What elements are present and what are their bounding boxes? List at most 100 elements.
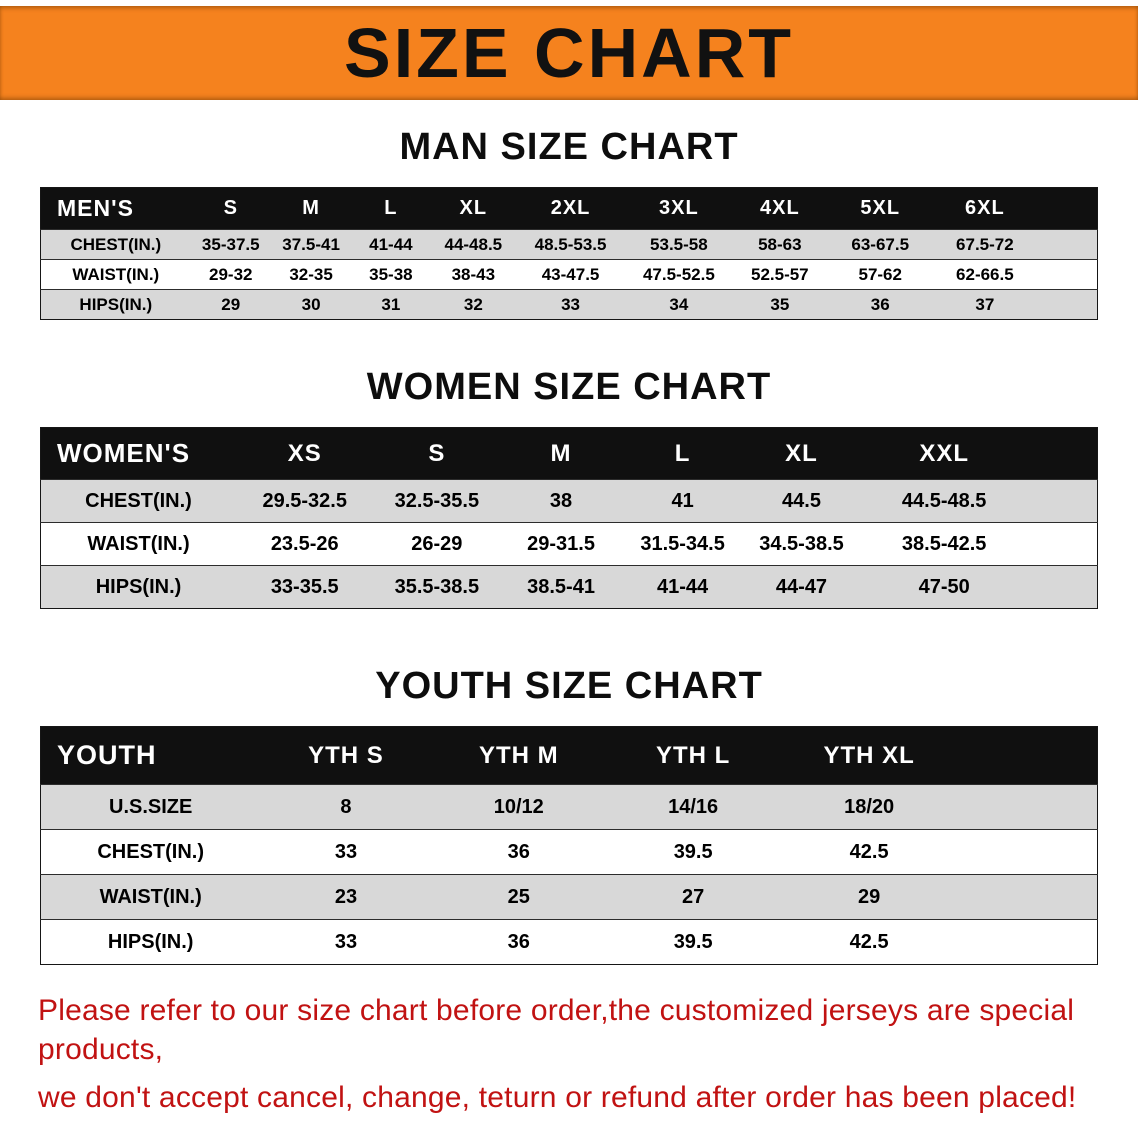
size-value: 44-48.5	[430, 229, 517, 260]
size-value: 33-35.5	[236, 565, 374, 609]
size-value: 44.5-48.5	[859, 479, 1029, 523]
spacer-cell	[1028, 522, 1098, 566]
row-label: CHEST(IN.)	[40, 479, 237, 523]
row-label: CHEST(IN.)	[40, 229, 191, 260]
size-value: 18/20	[780, 784, 958, 830]
women-measure-row: CHEST(IN.) 29.5-32.5 32.5-35.5 38 41 44.5 44.5…	[40, 479, 1098, 523]
youth-size-column-header: YTH XL	[780, 726, 958, 785]
spacer-cell	[957, 919, 1098, 965]
size-value: 38.5-42.5	[859, 522, 1029, 566]
youth-size-column-header: YTH S	[260, 726, 432, 785]
spacer-cell	[957, 726, 1098, 785]
disclaimer-line-1: Please refer to our size chart before or…	[38, 994, 1075, 1066]
spacer-cell	[957, 829, 1098, 875]
size-value: 42.5	[780, 919, 958, 965]
spacer-cell	[1036, 259, 1098, 290]
men-size-column-header: L	[351, 187, 431, 230]
size-value: 41-44	[621, 565, 744, 609]
women-measure-row: HIPS(IN.) 33-35.5 35.5-38.5 38.5-41 41-44 44-…	[40, 565, 1098, 609]
size-value: 32-35	[270, 259, 352, 290]
banner: SIZE CHART	[0, 6, 1138, 100]
size-value: 47-50	[859, 565, 1029, 609]
row-label: WAIST(IN.)	[40, 874, 261, 920]
youth-section-heading: YOUTH SIZE CHART	[375, 665, 763, 707]
youth-measure-row: CHEST(IN.) 33 36 39.5 42.5	[40, 829, 1098, 875]
youth-size-chart-section: YOUTH SIZE CHART YOUTH YTH S YTH M YTH L YTH …	[0, 665, 1138, 965]
spacer-cell	[1028, 565, 1098, 609]
size-value: 37.5-41	[270, 229, 352, 260]
size-value: 52.5-57	[732, 259, 827, 290]
men-section-heading: MAN SIZE CHART	[399, 126, 739, 168]
spacer-cell	[957, 784, 1098, 830]
men-size-column-header: 6XL	[933, 187, 1037, 230]
women-size-column-header: XXL	[859, 427, 1029, 480]
size-value: 29	[190, 289, 271, 320]
youth-size-column-header: YTH L	[605, 726, 781, 785]
youth-measure-row: WAIST(IN.) 23 25 27 29	[40, 874, 1098, 920]
youth-measure-row: U.S.SIZE 8 10/12 14/16 18/20	[40, 784, 1098, 830]
youth-table-title: YOUTH	[40, 726, 261, 785]
men-table-title: MEN'S	[40, 187, 191, 230]
size-value: 43-47.5	[516, 259, 625, 290]
men-measure-row: HIPS(IN.) 29 30 31 32 33 34 35 36 37	[40, 289, 1098, 320]
size-value: 35.5-38.5	[373, 565, 501, 609]
spacer-cell	[1036, 229, 1098, 260]
size-value: 42.5	[780, 829, 958, 875]
size-value: 44.5	[743, 479, 860, 523]
size-value: 41	[621, 479, 744, 523]
women-size-table: WOMEN'S XS S M L XL XXL CHEST(IN.) 29.5-32.5 32.5…	[40, 427, 1098, 609]
size-value: 37	[933, 289, 1037, 320]
row-label: HIPS(IN.)	[40, 919, 261, 965]
women-size-chart-section: WOMEN SIZE CHART WOMEN'S XS S M L XL XXL CHEST(I…	[0, 366, 1138, 609]
size-value: 32	[430, 289, 517, 320]
size-value: 35-37.5	[190, 229, 271, 260]
row-label: WAIST(IN.)	[40, 522, 237, 566]
size-value: 62-66.5	[933, 259, 1037, 290]
women-section-heading: WOMEN SIZE CHART	[366, 366, 772, 408]
women-size-column-header: L	[621, 427, 744, 480]
youth-measure-row: HIPS(IN.) 33 36 39.5 42.5	[40, 919, 1098, 965]
men-measure-row: CHEST(IN.) 35-37.5 37.5-41 41-44 44-48.5 48.5…	[40, 229, 1098, 260]
row-label: CHEST(IN.)	[40, 829, 261, 875]
size-value: 57-62	[826, 259, 934, 290]
size-value: 31.5-34.5	[621, 522, 744, 566]
disclaimer: Please refer to our size chart before or…	[38, 991, 1100, 1117]
spacer-cell	[1036, 187, 1098, 230]
men-size-column-header: XL	[430, 187, 517, 230]
youth-header-row: YOUTH YTH S YTH M YTH L YTH XL	[40, 726, 1098, 785]
women-size-column-header: XS	[236, 427, 374, 480]
size-value: 39.5	[605, 919, 781, 965]
men-header-row: MEN'S S M L XL 2XL 3XL 4XL 5XL 6XL	[40, 187, 1098, 230]
men-size-column-header: 3XL	[624, 187, 733, 230]
size-value: 33	[260, 829, 432, 875]
spacer-cell	[957, 874, 1098, 920]
women-table-title: WOMEN'S	[40, 427, 237, 480]
youth-size-table: YOUTH YTH S YTH M YTH L YTH XL U.S.SIZE 8 10/12…	[40, 726, 1098, 965]
size-value: 29-32	[190, 259, 271, 290]
spacer-cell	[1036, 289, 1098, 320]
size-value: 23	[260, 874, 432, 920]
size-chart-sections: MAN SIZE CHART MEN'S S M L XL 2XL 3XL 4XL 5XL 6XL C…	[0, 126, 1138, 965]
size-value: 38	[500, 479, 622, 523]
size-value: 33	[260, 919, 432, 965]
size-value: 36	[431, 829, 606, 875]
size-value: 31	[351, 289, 431, 320]
size-value: 10/12	[431, 784, 606, 830]
women-size-column-header: M	[500, 427, 622, 480]
size-value: 23.5-26	[236, 522, 374, 566]
row-label: HIPS(IN.)	[40, 565, 237, 609]
size-value: 29.5-32.5	[236, 479, 374, 523]
size-value: 36	[826, 289, 934, 320]
size-value: 35	[732, 289, 827, 320]
men-size-column-header: 5XL	[826, 187, 934, 230]
page-title: SIZE CHART	[344, 14, 794, 92]
row-label: HIPS(IN.)	[40, 289, 191, 320]
size-value: 67.5-72	[933, 229, 1037, 260]
size-value: 33	[516, 289, 625, 320]
size-value: 27	[605, 874, 781, 920]
men-size-column-header: 4XL	[732, 187, 827, 230]
size-value: 53.5-58	[624, 229, 733, 260]
size-value: 29-31.5	[500, 522, 622, 566]
size-value: 44-47	[743, 565, 860, 609]
